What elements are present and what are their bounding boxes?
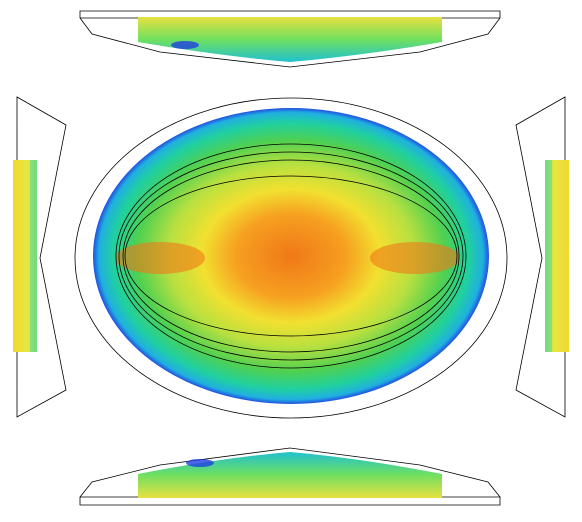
contour: [115, 143, 467, 369]
pressure-spot: [171, 41, 199, 49]
pressure-spot: [115, 242, 205, 274]
pressure-field: [93, 108, 489, 404]
panel-outline: [515, 96, 566, 418]
pressure-edge: [545, 160, 552, 352]
left-panel: [13, 96, 67, 418]
panel-outline: [16, 96, 67, 418]
top-panel: [79, 10, 501, 68]
contour: [124, 175, 458, 337]
panel-outline: [79, 447, 501, 506]
center-roof: [74, 97, 508, 419]
contour: [118, 151, 464, 361]
roof-outline: [74, 97, 508, 419]
pressure-spot: [370, 242, 460, 274]
pressure-field: [138, 452, 442, 498]
pressure-edge: [30, 160, 37, 352]
pressure-spot: [186, 459, 214, 467]
contour: [122, 159, 460, 353]
right-panel: [515, 96, 569, 418]
panel-outline: [79, 10, 501, 68]
bottom-panel: [79, 447, 501, 506]
pressure-field: [138, 17, 442, 62]
